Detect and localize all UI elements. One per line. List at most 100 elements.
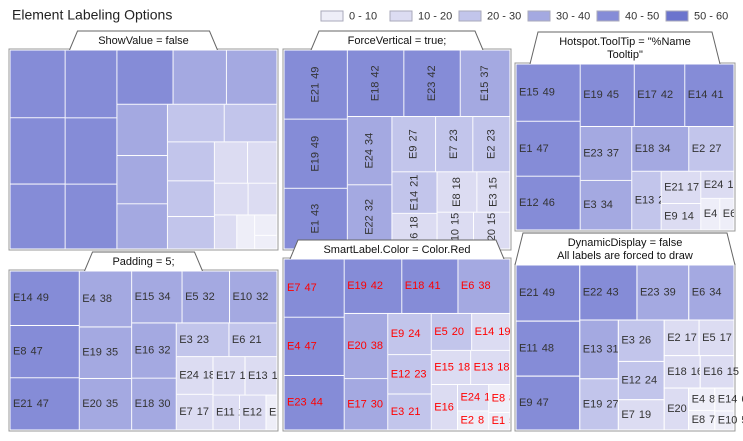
cell-label: E8 8 <box>492 392 516 404</box>
treemap-cell: E3 26 <box>617 319 665 362</box>
treemap-cell: E13 31 <box>579 319 619 380</box>
cell-rect <box>684 64 735 127</box>
cell-label: E3 26 <box>621 335 651 347</box>
cell-label: E19 27 <box>583 398 619 410</box>
cell-rect <box>116 50 174 105</box>
cell-label: E9 24 <box>391 328 421 340</box>
treemap-cell: E12 46 <box>516 176 581 231</box>
cell-label: E3 23 <box>179 334 209 346</box>
cell-value: 24 <box>408 328 420 340</box>
cell-value: 34 <box>709 286 721 298</box>
cell-name: E12 <box>391 368 411 380</box>
cell-label: E2149 <box>310 67 322 103</box>
cell-label: E1212 <box>242 406 278 418</box>
cell-label: E17 16 <box>216 370 252 382</box>
cell-rect <box>229 271 277 323</box>
treemap-cell <box>254 214 278 236</box>
cell-value: 42 <box>426 65 438 77</box>
cell-value: 27 <box>606 398 618 410</box>
cell-rect <box>173 50 227 105</box>
cell-label: E2342 <box>426 65 438 101</box>
cell-value: 42 <box>371 280 383 292</box>
cell-rect <box>254 214 278 236</box>
treemap-cell: E1212 <box>239 395 278 430</box>
cell-rect <box>387 354 432 395</box>
cell-label: E18 41 <box>405 280 441 292</box>
treemap-cell: E19 42 <box>344 259 402 314</box>
treemap-cell <box>10 184 66 249</box>
panel-title: DynamicDisplay = false <box>568 237 683 249</box>
cell-name: E3 <box>487 193 499 206</box>
cell-name: E13 <box>583 343 603 355</box>
panel-title: All labels are forced to draw <box>557 250 693 262</box>
cell-name: E18 <box>135 398 155 410</box>
cell-name: E14 <box>718 393 738 405</box>
cell-label: E20 35 <box>82 398 118 410</box>
cell-rect <box>10 377 80 431</box>
cell-rect <box>254 235 278 250</box>
cell-label: E8 47 <box>13 346 43 358</box>
treemap-cell: E1421 <box>391 171 438 214</box>
cell-name: E22 <box>364 215 376 235</box>
cell-name: E5 <box>434 326 447 338</box>
cell-label: E23 44 <box>287 397 323 409</box>
treemap-cell: E1112 <box>212 395 240 430</box>
cell-value: 35 <box>106 347 118 359</box>
cell-value: 15 <box>487 177 499 189</box>
cell-rect <box>176 394 213 431</box>
treemap-cell: E13 16 <box>244 356 277 396</box>
cell-value: 37 <box>607 147 619 159</box>
cell-value: 18 <box>203 369 215 381</box>
cell-name: E21 <box>310 83 322 103</box>
treemap-cell: E2 8 <box>457 410 489 431</box>
cell-name: E14 <box>475 326 495 338</box>
treemap-cell: E315 <box>476 171 510 213</box>
cell-rect <box>516 64 581 122</box>
panel-title: ShowValue = false <box>98 35 189 47</box>
cell-rect <box>700 171 734 199</box>
cell-rect <box>10 117 66 185</box>
cell-value: 32 <box>203 291 215 303</box>
treemap-cell: E9 47 <box>515 375 581 431</box>
cell-label: E17 42 <box>637 89 673 101</box>
cell-value: 38 <box>371 340 383 352</box>
treemap-cell: E7 19 <box>617 399 665 431</box>
treemap-cell: E17 42 <box>634 64 685 127</box>
treemap-cell <box>65 184 117 250</box>
treemap-cell: E12 24 <box>617 360 665 401</box>
cell-label: E13 18 <box>474 361 510 373</box>
cell-label: E2 8 <box>461 414 485 426</box>
treemap-cell: E18 30 <box>131 378 177 431</box>
cell-value: 15 <box>486 213 498 225</box>
cell-name: E20 <box>347 340 367 352</box>
legend-label: 30 - 40 <box>556 10 590 22</box>
cell-rect <box>431 313 472 351</box>
cell-label: E15 49 <box>519 87 555 99</box>
cell-rect <box>435 116 473 172</box>
cell-rect <box>79 326 132 379</box>
cell-value: 23 <box>485 129 497 141</box>
cell-rect <box>515 375 581 431</box>
cell-label: E20 38 <box>347 340 383 352</box>
cell-rect <box>167 104 225 142</box>
cell-value: 49 <box>310 136 322 148</box>
cell-label: E9 14 <box>664 211 694 223</box>
cell-name: E10 <box>233 291 253 303</box>
cell-value: 16 <box>240 370 252 382</box>
treemap-cell: E143 <box>284 188 348 249</box>
cell-value: 38 <box>100 293 112 305</box>
cell-name: E23 <box>583 147 603 159</box>
cell-rect <box>228 322 278 357</box>
cell-label: E66 <box>723 208 743 220</box>
cell-name: E21 <box>13 398 33 410</box>
cell-rect <box>714 410 735 431</box>
cell-value: 19 <box>639 409 651 421</box>
cell-label: E14 19 <box>475 326 511 338</box>
cell-rect <box>131 322 177 379</box>
treemap-cell: E18 34 <box>631 126 689 172</box>
cell-label: E48 <box>704 208 728 220</box>
cell-rect <box>226 50 278 105</box>
cell-value: 34 <box>658 143 670 155</box>
legend-swatch <box>527 10 551 22</box>
cell-rect <box>79 271 132 327</box>
